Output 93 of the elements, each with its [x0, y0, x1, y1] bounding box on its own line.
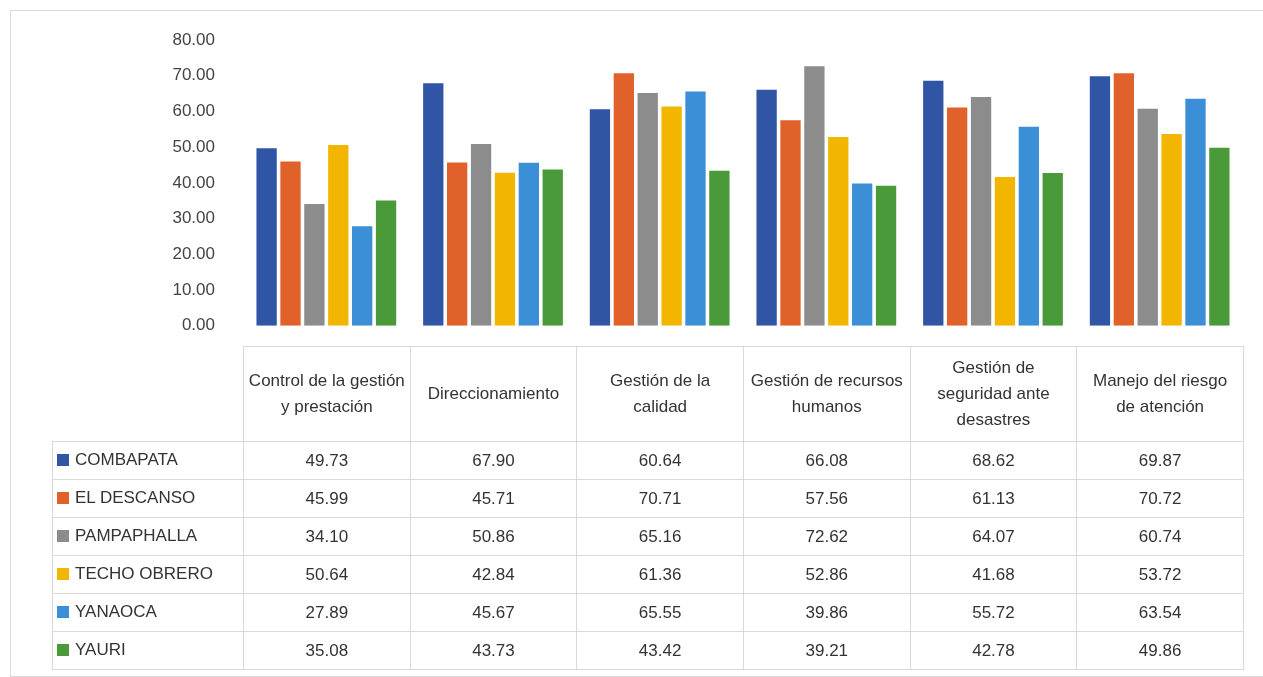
bar: [1018, 126, 1039, 326]
bar: [1042, 172, 1063, 326]
data-label: 60.64: [576, 441, 744, 480]
bar: [1185, 98, 1206, 326]
bar: [470, 144, 492, 326]
bar: [852, 183, 873, 326]
data-label: 65.16: [576, 517, 744, 556]
bar: [947, 107, 968, 326]
bar: [875, 185, 897, 326]
data-label: 63.54: [1076, 593, 1244, 632]
bar: [994, 176, 1016, 326]
data-label: 53.72: [1076, 555, 1244, 594]
data-label: 45.71: [410, 479, 577, 518]
data-label: 39.86: [743, 593, 911, 632]
y-tick-label: 70.00: [172, 65, 215, 85]
bar: [804, 66, 825, 326]
data-label: 61.36: [576, 555, 744, 594]
legend-label: YANAOCA: [75, 602, 157, 622]
legend-label: EL DESCANSO: [75, 488, 196, 508]
data-label: 27.89: [243, 593, 411, 632]
data-label: 43.73: [410, 631, 577, 670]
bar: [304, 203, 325, 326]
bar: [589, 109, 611, 326]
data-label: 50.86: [410, 517, 577, 556]
bar: [613, 73, 634, 326]
y-tick-label: 80.00: [172, 29, 215, 49]
data-label: 68.62: [910, 441, 1077, 480]
bar: [256, 148, 277, 326]
bar: [494, 172, 516, 326]
bar: [661, 106, 682, 326]
y-tick-label: 10.00: [172, 279, 215, 299]
data-label: 70.72: [1076, 479, 1244, 518]
bar: [518, 162, 539, 326]
y-tick-label: 60.00: [172, 101, 215, 121]
bar: [280, 161, 301, 326]
data-label: 61.13: [910, 479, 1077, 518]
data-label: 64.07: [910, 517, 1077, 556]
x-tick-label: Control de la gestión y prestación: [243, 346, 411, 442]
bar: [780, 120, 801, 326]
legend-label: YAURI: [75, 640, 126, 660]
bar: [328, 144, 349, 326]
data-label: 67.90: [410, 441, 577, 480]
data-label: 45.67: [410, 593, 577, 632]
bar: [685, 91, 706, 326]
data-label: 72.62: [743, 517, 911, 556]
data-label: 66.08: [743, 441, 911, 480]
data-label: 35.08: [243, 631, 411, 670]
bar: [352, 226, 373, 326]
data-label: 43.42: [576, 631, 744, 670]
data-label: 65.55: [576, 593, 744, 632]
data-label: 69.87: [1076, 441, 1244, 480]
bar: [1137, 108, 1158, 326]
x-tick-label: Gestión de recursos humanos: [743, 346, 911, 442]
y-tick-label: 20.00: [172, 244, 215, 264]
data-label: 57.56: [743, 479, 911, 518]
bar: [709, 170, 730, 326]
x-tick-label: Gestión de seguridad ante desastres: [910, 346, 1077, 442]
data-label: 50.64: [243, 555, 411, 594]
x-tick-label: Manejo del riesgo de atención: [1076, 346, 1244, 442]
data-label: 45.99: [243, 479, 411, 518]
data-label: 41.68: [910, 555, 1077, 594]
data-label: 49.86: [1076, 631, 1244, 670]
y-tick-label: 30.00: [172, 208, 215, 228]
data-label: 70.71: [576, 479, 744, 518]
data-label: 34.10: [243, 517, 411, 556]
legend-label: TECHO OBRERO: [75, 564, 213, 584]
legend-label: COMBAPATA: [75, 450, 178, 470]
bar: [1209, 147, 1230, 326]
data-label: 49.73: [243, 441, 411, 480]
bar: [423, 83, 444, 326]
bar: [970, 96, 992, 326]
bar: [637, 93, 658, 326]
data-label: 60.74: [1076, 517, 1244, 556]
data-label: 42.78: [910, 631, 1077, 670]
data-label: 42.84: [410, 555, 577, 594]
bar: [756, 89, 777, 326]
legend-label: PAMPAPHALLA: [75, 526, 198, 546]
y-tick-label: 40.00: [172, 172, 215, 192]
data-label: 39.21: [743, 631, 911, 670]
y-tick-label: 0.00: [181, 315, 215, 335]
bar: [828, 136, 849, 326]
y-tick-label: 50.00: [172, 136, 215, 156]
bar: [1089, 76, 1111, 326]
x-tick-label: Direccionamiento: [410, 346, 577, 442]
bar: [375, 200, 397, 326]
bar: [1161, 133, 1182, 326]
x-tick-label: Gestión de la calidad: [576, 346, 744, 442]
bar: [447, 162, 468, 326]
bar: [1113, 73, 1134, 326]
bar: [923, 80, 944, 326]
bar: [542, 169, 563, 326]
data-label: 55.72: [910, 593, 1077, 632]
data-label: 52.86: [743, 555, 911, 594]
